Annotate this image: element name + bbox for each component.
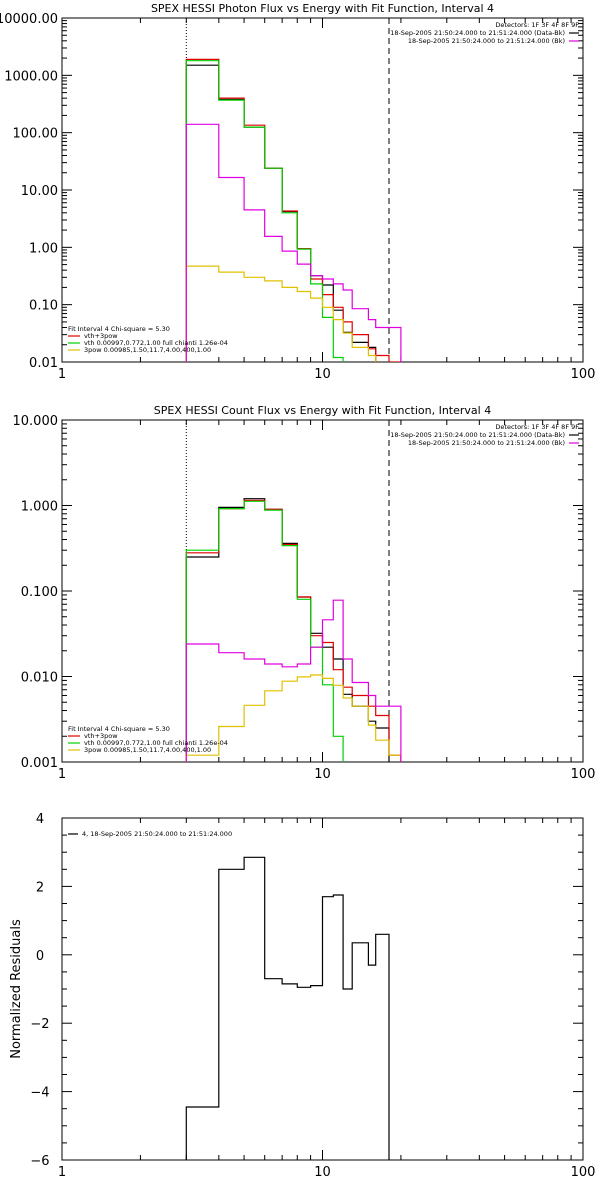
fit-legend-item: 3pow 0.00985,1.50,11.7,4.00,400,1.00 xyxy=(84,746,211,754)
fit-legend-title: Fit Interval 4 Chi-square = 5.30 xyxy=(68,325,170,333)
detector-info-line: 18-Sep-2005 21:50:24.000 to 21:51:24.000… xyxy=(408,439,565,447)
y-tick-label: 0 xyxy=(36,949,44,964)
y-tick-label: 2 xyxy=(36,880,44,895)
plot-area xyxy=(185,420,402,762)
fit-legend: Fit Interval 4 Chi-square = 5.30vth+3pow… xyxy=(68,725,228,754)
y-axis: 0.01 0.10 1.00 10.00 100.00 1000.00 10000.00 xyxy=(0,12,583,371)
plot-area xyxy=(185,18,402,362)
y-axis: 0.001 0.010 0.100 1.000 10.000 xyxy=(13,414,583,771)
y-tick-label: 0.01 xyxy=(29,356,58,371)
chart-panel-1: SPEX HESSI Photon Flux vs Energy with Fi… xyxy=(0,2,596,382)
series-line-4-18-sep-2005-21-50-24-000-to-21-51-24-000 xyxy=(185,856,390,1160)
chart-panel-3: 1 10 100 −6 −4 −2 0 2 4 Normalized Residuals 4, 18… xyxy=(9,812,596,1180)
detector-info-line: 18-Sep-2005 21:50:24.000 to 21:51:24.000… xyxy=(390,431,565,439)
chart-title: SPEX HESSI Photon Flux vs Energy with Fi… xyxy=(151,2,494,15)
detector-info-line: 18-Sep-2005 21:50:24.000 to 21:51:24.000… xyxy=(390,29,565,37)
x-tick-label: 10 xyxy=(314,1165,331,1180)
x-tick-label: 1 xyxy=(58,367,66,382)
x-axis: 1 10 100 xyxy=(58,18,596,382)
x-tick-label: 100 xyxy=(571,367,596,382)
y-tick-label: 0.10 xyxy=(29,299,58,314)
x-tick-label: 1 xyxy=(58,767,66,782)
series-line-vth xyxy=(185,500,344,762)
residual-legend: 4, 18-Sep-2005 21:50:24.000 to 21:51:24.… xyxy=(68,830,232,838)
chart-title: SPEX HESSI Count Flux vs Energy with Fit… xyxy=(154,404,491,417)
y-tick-label: −4 xyxy=(30,1086,49,1101)
y-tick-label: 1.00 xyxy=(29,241,58,256)
residual-legend-item: 4, 18-Sep-2005 21:50:24.000 to 21:51:24.… xyxy=(82,830,232,838)
y-tick-label: −6 xyxy=(30,1154,49,1169)
fit-legend-item: vth+3pow xyxy=(84,332,118,340)
plot-area xyxy=(185,856,390,1160)
fit-legend-item: vth+3pow xyxy=(84,732,118,740)
detector-info-line: Detectors: 1F 3F 4F 8F 9F xyxy=(495,21,579,29)
series-line-3pow xyxy=(185,265,377,362)
y-tick-label: 0.001 xyxy=(21,756,58,771)
x-tick-label: 1 xyxy=(58,1165,66,1180)
y-tick-label: 10000.00 xyxy=(0,12,58,27)
fit-legend-item: vth 0.00997,0.772,1.00 full chianti 1.26… xyxy=(84,739,228,747)
chart-panel-2: SPEX HESSI Count Flux vs Energy with Fit… xyxy=(13,404,596,782)
x-tick-label: 100 xyxy=(571,767,596,782)
x-tick-label: 10 xyxy=(314,767,331,782)
detector-info-line: 18-Sep-2005 21:50:24.000 to 21:51:24.000… xyxy=(408,37,565,45)
y-tick-label: 1000.00 xyxy=(4,69,58,84)
fit-legend-title: Fit Interval 4 Chi-square = 5.30 xyxy=(68,725,170,733)
detector-info-line: Detectors: 1F 3F 4F 8F 9F xyxy=(495,423,579,431)
y-tick-label: 10.00 xyxy=(21,184,58,199)
x-axis: 1 10 100 xyxy=(58,420,596,782)
y-axis: −6 −4 −2 0 2 4 xyxy=(30,812,583,1169)
fit-legend-item: vth 0.00997,0.772,1.00 full chianti 1.26… xyxy=(84,339,228,347)
y-tick-label: 10.000 xyxy=(13,414,59,429)
y-tick-label: −2 xyxy=(30,1017,49,1032)
y-tick-label: 0.100 xyxy=(21,585,58,600)
series-line-3pow xyxy=(185,674,402,762)
y-axis-label: Normalized Residuals xyxy=(9,919,24,1059)
y-tick-label: 100.00 xyxy=(13,127,59,142)
y-tick-label: 0.010 xyxy=(21,671,58,686)
series-line-bk xyxy=(185,123,402,362)
x-tick-label: 100 xyxy=(571,1165,596,1180)
y-tick-label: 1.000 xyxy=(21,500,58,515)
series-line-bk xyxy=(185,599,402,762)
fit-legend: Fit Interval 4 Chi-square = 5.30vth+3pow… xyxy=(68,325,228,354)
y-tick-label: 4 xyxy=(36,812,44,827)
fit-legend-item: 3pow 0.00985,1.50,11.7,4.00,400,1.00 xyxy=(84,346,211,354)
x-axis: 1 10 100 xyxy=(58,818,596,1180)
x-tick-label: 10 xyxy=(314,367,331,382)
